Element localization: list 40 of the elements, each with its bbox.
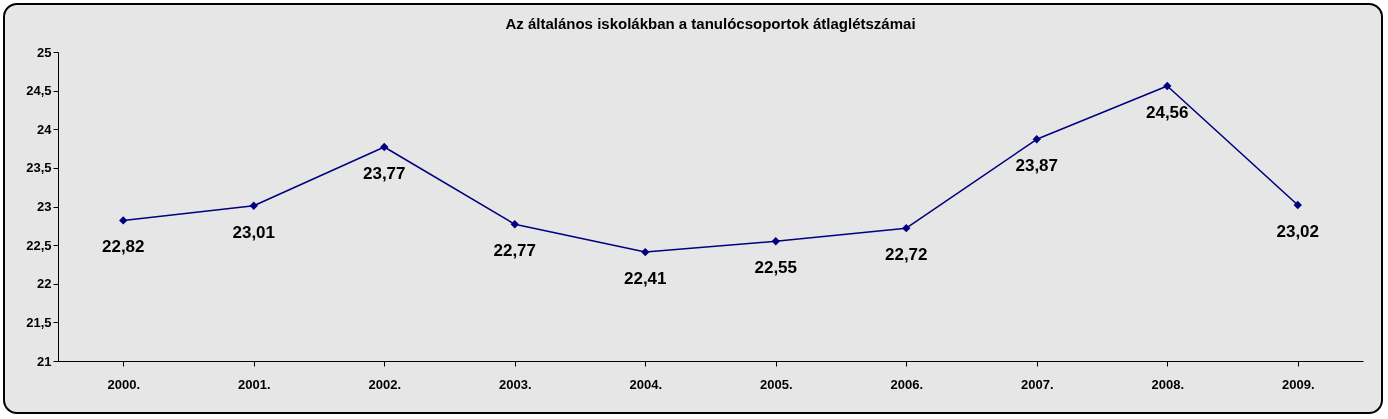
point (771, 237, 780, 246)
data-label: 23,02 (1276, 221, 1320, 241)
y-tick-label: 23,5 (26, 160, 52, 176)
y-tick-label: 25 (37, 44, 52, 60)
y-tick-label: 21,5 (26, 314, 52, 330)
y-tick-label: 24,5 (26, 83, 52, 99)
y-tick-label: 24 (37, 121, 53, 137)
point (119, 216, 128, 225)
y-tick-label: 22,5 (26, 237, 52, 253)
x-tick-label: 2009. (1281, 376, 1315, 392)
x-tick-label: 2002. (368, 376, 402, 392)
point (510, 220, 519, 229)
data-label: 23,87 (1015, 156, 1059, 176)
y-tick-label: 22 (37, 276, 52, 292)
data-label: 22,55 (754, 258, 798, 278)
x-tick-label: 2000. (107, 376, 141, 392)
data-label: 22,77 (493, 241, 537, 261)
x-tick-label: 2005. (759, 376, 793, 392)
point (1032, 135, 1041, 144)
chart-title: Az általános iskolákban a tanulócsoportok átlaglétszámai (505, 15, 916, 32)
point (641, 247, 650, 257)
x-tick-label: 2001. (237, 376, 271, 392)
y-tick-label: 23 (37, 199, 52, 214)
data-label: 23,01 (232, 222, 276, 242)
x-tick-label: 2003. (498, 376, 532, 392)
data-label: 24,56 (1145, 102, 1189, 122)
data-label: 22,82 (101, 237, 145, 257)
point (902, 223, 911, 233)
x-tick-label: 2007. (1020, 376, 1054, 392)
point (1163, 81, 1172, 91)
point (380, 142, 389, 152)
point (249, 201, 258, 210)
y-tick-label: 21 (37, 353, 52, 369)
x-tick-label: 2006. (890, 376, 924, 392)
data-label: 23,77 (362, 164, 406, 184)
x-tick-label: 2008. (1151, 376, 1185, 392)
point (1293, 200, 1302, 210)
data-label: 22,72 (884, 245, 928, 265)
x-tick-label: 2004. (629, 376, 663, 392)
data-label: 22,41 (623, 269, 667, 289)
